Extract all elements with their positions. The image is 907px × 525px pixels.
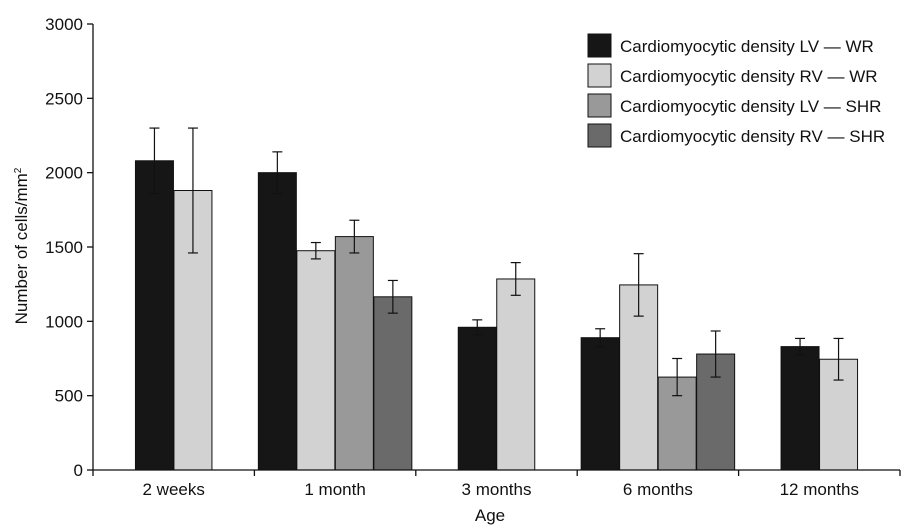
x-axis-title: Age [475, 506, 505, 525]
bar-series-2 [296, 250, 336, 471]
legend-label-2: Cardiomyocytic density RV — WR [620, 67, 878, 86]
legend-label-4: Cardiomyocytic density RV — SHR [620, 127, 885, 146]
legend: Cardiomyocytic density LV — WR Cardiomyoc… [587, 33, 885, 148]
bar-series-2 [496, 278, 536, 471]
y-axis-title: Number of cells/mm2 [12, 167, 31, 324]
legend-label-3: Cardiomyocytic density LV — SHR [620, 97, 881, 116]
y-tick-label: 3000 [45, 15, 83, 34]
bar-series-1 [457, 326, 497, 471]
bar-series-1 [780, 346, 820, 471]
y-tick-label: 2000 [45, 164, 83, 183]
bar-series-1 [134, 160, 174, 471]
x-tick-label: 6 months [623, 480, 693, 499]
y-axis-title-superscript: 2 [13, 167, 24, 173]
error-bars-layer [149, 127, 844, 397]
bar-series-4 [696, 353, 736, 471]
legend-swatch-2 [587, 63, 612, 88]
y-tick-label: 500 [55, 387, 83, 406]
y-tick-label: 0 [74, 461, 83, 480]
y-tick-label: 1000 [45, 312, 83, 331]
legend-swatch-3 [587, 93, 612, 118]
x-tick-label: 12 months [780, 480, 859, 499]
y-axis-title-main: Number of cells/mm [12, 173, 31, 324]
legend-swatch-1 [587, 33, 612, 58]
x-tick-label: 3 months [462, 480, 532, 499]
y-tick-label: 1500 [45, 238, 83, 257]
bars-layer [134, 160, 859, 471]
legend-swatch-4 [587, 123, 612, 148]
y-ticks: 0 500 1000 1500 2000 2500 3000 [45, 15, 93, 480]
bar-series-1 [580, 337, 620, 471]
y-tick-label: 2500 [45, 89, 83, 108]
x-tick-label: 1 month [304, 480, 365, 499]
bar-series-3 [334, 236, 374, 471]
legend-label-1: Cardiomyocytic density LV — WR [620, 37, 874, 56]
x-tick-label: 2 weeks [143, 480, 205, 499]
x-ticks: 2 weeks 1 month 3 months 6 months 12 months [92, 470, 901, 499]
bar-series-1 [257, 172, 297, 471]
bar-series-4 [373, 296, 413, 471]
